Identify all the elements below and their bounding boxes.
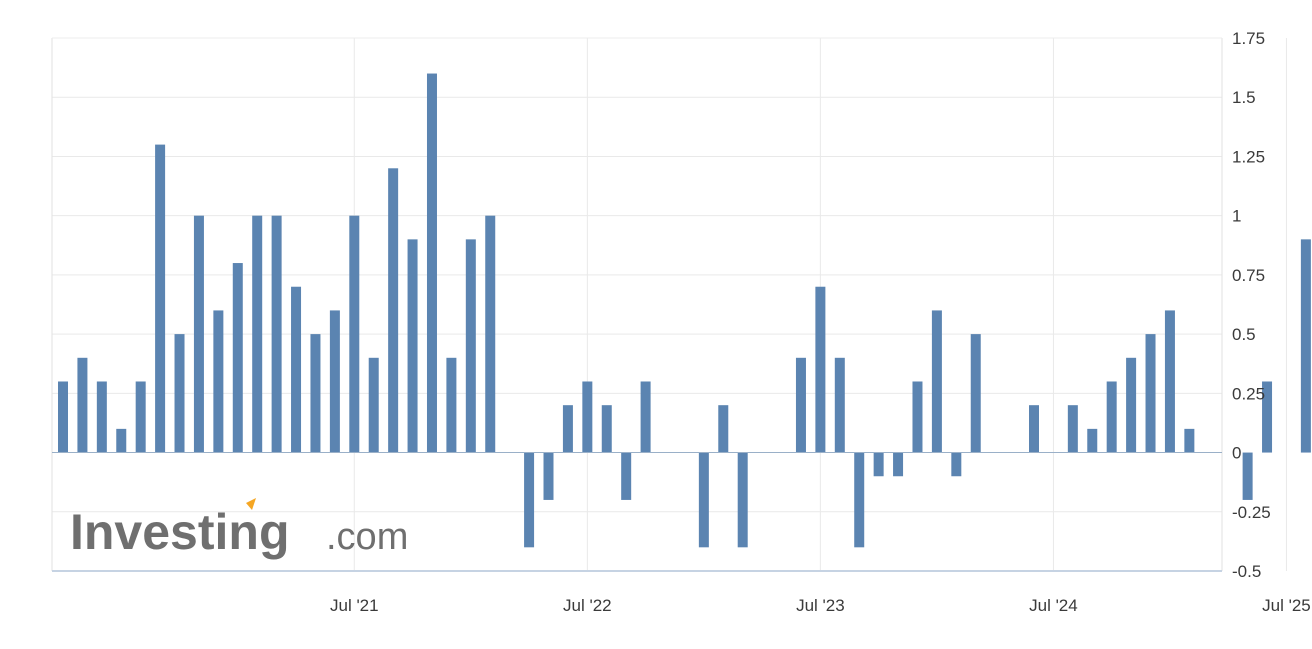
- bar[interactable]: [834, 357, 845, 453]
- bar[interactable]: [873, 452, 884, 477]
- bar[interactable]: [58, 381, 68, 453]
- bar[interactable]: [388, 168, 399, 453]
- bar[interactable]: [1164, 310, 1175, 453]
- bar[interactable]: [329, 310, 340, 453]
- bar[interactable]: [601, 405, 612, 453]
- bar[interactable]: [718, 405, 729, 453]
- bar[interactable]: [737, 452, 748, 548]
- bar[interactable]: [485, 215, 496, 453]
- bar[interactable]: [174, 334, 185, 453]
- bar[interactable]: [232, 263, 243, 453]
- bar[interactable]: [640, 381, 651, 453]
- bar[interactable]: [271, 215, 282, 453]
- x-tick-label: Jul '24: [1029, 596, 1078, 615]
- bar[interactable]: [970, 334, 981, 453]
- bar[interactable]: [795, 357, 806, 453]
- bar[interactable]: [96, 381, 107, 453]
- bar[interactable]: [213, 310, 224, 453]
- bar[interactable]: [1067, 405, 1078, 453]
- bar[interactable]: [893, 452, 904, 477]
- bar[interactable]: [426, 73, 437, 453]
- bar[interactable]: [291, 286, 302, 453]
- watermark-brand: Investing: [70, 504, 289, 560]
- x-tick-label: Jul '21: [330, 596, 379, 615]
- bar[interactable]: [1145, 334, 1156, 453]
- y-tick-label: 1: [1232, 207, 1241, 226]
- bars-layer: [58, 73, 1311, 548]
- watermark-accent-mark: [246, 498, 256, 510]
- bar[interactable]: [951, 452, 962, 477]
- bar[interactable]: [1029, 405, 1039, 453]
- y-tick-label: -0.5: [1232, 562, 1261, 581]
- watermark-suffix: .com: [326, 516, 408, 558]
- bar[interactable]: [252, 215, 263, 453]
- bar[interactable]: [446, 357, 457, 453]
- x-tick-label: Jul '22: [563, 596, 612, 615]
- y-tick-label: 0.75: [1232, 266, 1265, 285]
- y-tick-label: 1.25: [1232, 147, 1265, 166]
- bar[interactable]: [1262, 381, 1273, 453]
- bar[interactable]: [543, 452, 554, 500]
- bar[interactable]: [368, 357, 379, 453]
- x-axis-labels: Jul '21 Jul '22 Jul '23 Jul '24 Jul '25: [330, 596, 1311, 615]
- bar[interactable]: [310, 334, 321, 453]
- bar[interactable]: [1300, 239, 1311, 453]
- bar[interactable]: [1242, 452, 1253, 500]
- bar[interactable]: [815, 286, 826, 453]
- bar[interactable]: [407, 239, 418, 453]
- y-tick-label: 0.5: [1232, 325, 1256, 344]
- bar[interactable]: [1106, 381, 1117, 453]
- x-tick-label: Jul '25: [1262, 596, 1311, 615]
- bar[interactable]: [931, 310, 942, 453]
- bar[interactable]: [582, 381, 593, 453]
- y-tick-label: 0.25: [1232, 384, 1265, 403]
- bar[interactable]: [698, 452, 709, 548]
- bar[interactable]: [116, 428, 127, 453]
- y-tick-label: 0: [1232, 444, 1241, 463]
- bar[interactable]: [912, 381, 923, 453]
- bar[interactable]: [854, 452, 865, 548]
- y-tick-label: -0.25: [1232, 503, 1271, 522]
- bar[interactable]: [1184, 428, 1195, 453]
- y-tick-label: 1.5: [1232, 88, 1256, 107]
- bar[interactable]: [155, 144, 166, 453]
- bar[interactable]: [193, 215, 204, 453]
- investing-logo-watermark: Investing .com: [70, 498, 408, 560]
- bar[interactable]: [465, 239, 476, 453]
- bar[interactable]: [621, 452, 632, 500]
- y-tick-label: 1.75: [1232, 29, 1265, 48]
- x-tick-label: Jul '23: [796, 596, 845, 615]
- axis-layer: [52, 452, 1222, 572]
- bar[interactable]: [1087, 428, 1098, 453]
- bar[interactable]: [1126, 357, 1137, 453]
- bar[interactable]: [524, 452, 535, 548]
- bar[interactable]: [562, 405, 573, 453]
- y-axis-labels: 1.75 1.5 1.25 1 0.75 0.5 0.25 0 -0.25 -0.5: [1232, 29, 1271, 581]
- bar[interactable]: [349, 215, 360, 453]
- bar[interactable]: [77, 357, 88, 453]
- bar[interactable]: [135, 381, 146, 453]
